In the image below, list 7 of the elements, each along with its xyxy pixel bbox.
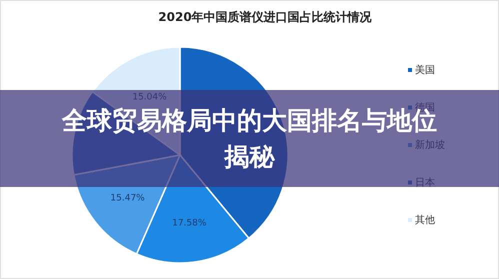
legend-label: 新加坡: [415, 139, 445, 151]
data-label: 15.47%: [110, 194, 146, 204]
legend-label: 其他: [415, 214, 435, 226]
data-label: 17.58%: [172, 218, 207, 228]
legend-label: 美国: [415, 64, 435, 76]
legend-label: 日本: [415, 176, 435, 188]
chart-title: 2020年中国质谱仪进口国占比统计情况: [158, 10, 373, 24]
